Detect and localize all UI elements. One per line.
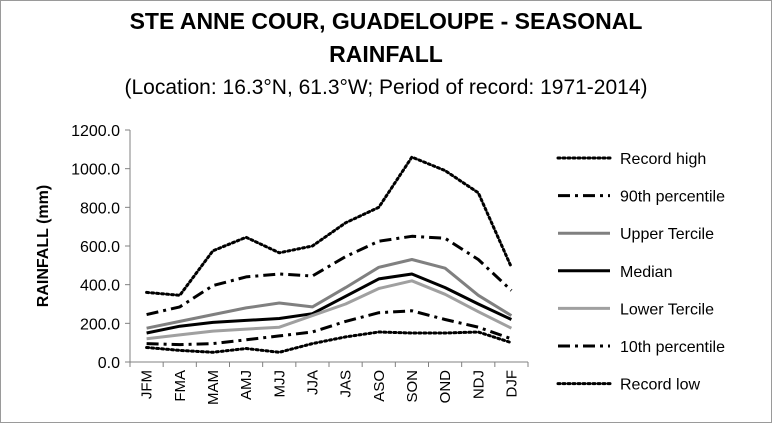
series-line-2 [146,234,513,317]
legend-label-7: Record low [620,377,700,394]
chart-subtitle: (Location: 16.3°N, 61.3°W; Period of rec… [124,76,648,99]
legend-label-1: Record high [620,151,706,168]
x-tick-label: SON [404,370,421,403]
legend-label-4: Median [620,264,672,281]
series-line-6 [146,309,512,347]
x-tick-label: JJA [304,370,321,395]
series-line-5 [146,279,513,341]
chart-title-line1: STE ANNE COUR, GUADELOUPE - SEASONAL [129,8,643,34]
series-line-3 [146,258,513,330]
series-line-1 [145,155,513,297]
y-tick-label: 400.0 [80,278,120,295]
x-tick-label: DJF [503,370,520,398]
x-tick-label: MAM [205,370,222,405]
x-tick-label: ASO [371,370,388,402]
chart-title-line2: RAINFALL [329,41,443,67]
series-line-7 [145,330,513,354]
x-tick-label: MJJ [271,370,288,398]
x-tick-label: NDJ [470,370,487,399]
y-tick-label: 800.0 [80,200,120,217]
y-tick-label: 1000.0 [71,162,120,179]
y-axis-title: RAINFALL (mm) [35,185,52,307]
series-line-4 [146,272,513,335]
y-tick-label: 600.0 [80,239,120,256]
y-tick-label: 200.0 [80,316,120,333]
x-tick-label: JAS [338,370,355,398]
legend-label-3: Upper Tercile [620,226,714,243]
legend-label-5: Lower Tercile [620,301,714,318]
y-tick-label: 0.0 [98,355,120,372]
y-tick-label: 1200.0 [71,123,120,140]
legend-label-2: 90th percentile [620,189,725,206]
x-tick-label: OND [437,370,454,404]
x-tick-label: FMA [172,370,189,402]
x-tick-label: JFM [139,370,156,399]
legend-label-6: 10th percentile [620,339,725,356]
x-tick-label: AMJ [238,370,255,400]
